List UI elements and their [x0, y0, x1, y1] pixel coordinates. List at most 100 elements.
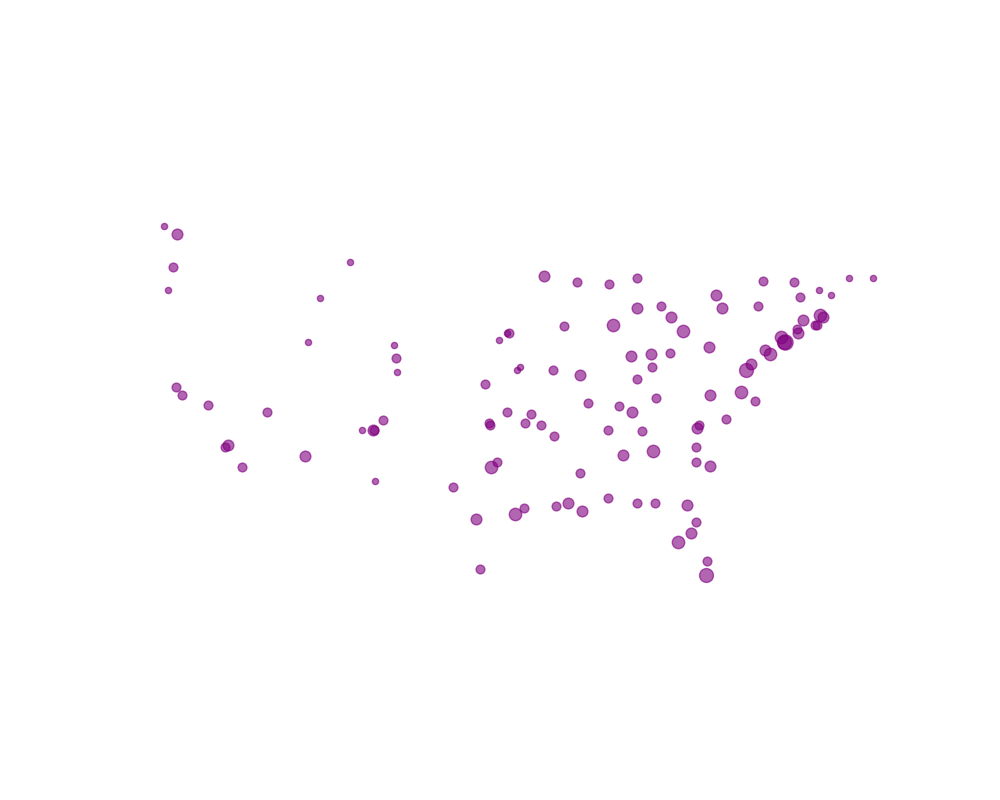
Point: [750, 299, 766, 312]
Point: [477, 378, 493, 390]
Point: [755, 274, 771, 287]
Point: [645, 445, 661, 458]
Point: [200, 398, 216, 411]
Point: [445, 481, 461, 494]
Point: [691, 418, 707, 431]
Point: [482, 418, 498, 431]
Point: [580, 397, 596, 410]
Point: [662, 346, 678, 359]
Point: [789, 323, 805, 336]
Point: [259, 406, 275, 418]
Point: [472, 562, 488, 575]
Point: [786, 276, 802, 289]
Point: [629, 373, 645, 386]
Point: [623, 350, 639, 362]
Point: [156, 220, 172, 233]
Point: [698, 569, 714, 582]
Point: [489, 456, 505, 469]
Point: [481, 417, 497, 430]
Point: [757, 343, 773, 356]
Point: [688, 456, 704, 469]
Point: [509, 364, 525, 377]
Point: [389, 366, 405, 378]
Point: [688, 440, 704, 453]
Point: [823, 289, 839, 302]
Point: [718, 412, 734, 425]
Point: [367, 474, 383, 487]
Point: [688, 515, 704, 528]
Point: [501, 326, 517, 339]
Point: [499, 406, 515, 418]
Point: [165, 261, 181, 274]
Point: [512, 361, 528, 374]
Point: [815, 310, 831, 323]
Point: [556, 320, 572, 333]
Point: [297, 450, 313, 462]
Point: [611, 400, 627, 413]
Point: [634, 425, 650, 438]
Point: [809, 318, 825, 331]
Point: [807, 318, 823, 331]
Point: [702, 459, 718, 472]
Point: [643, 348, 659, 361]
Point: [572, 368, 588, 381]
Point: [342, 256, 358, 269]
Point: [234, 461, 250, 474]
Point: [536, 270, 552, 282]
Point: [517, 417, 533, 430]
Point: [220, 438, 236, 451]
Point: [499, 326, 515, 339]
Point: [546, 430, 562, 442]
Point: [795, 314, 811, 326]
Point: [545, 364, 561, 377]
Point: [629, 271, 645, 284]
Point: [812, 309, 828, 322]
Point: [548, 500, 564, 513]
Point: [169, 227, 185, 240]
Point: [733, 386, 749, 398]
Point: [747, 395, 763, 408]
Point: [629, 497, 645, 510]
Point: [354, 423, 370, 436]
Point: [841, 271, 857, 284]
Point: [533, 418, 549, 431]
Point: [738, 364, 754, 377]
Point: [468, 512, 484, 525]
Point: [743, 358, 759, 370]
Point: [523, 407, 539, 420]
Point: [366, 423, 382, 436]
Point: [160, 284, 176, 297]
Point: [792, 290, 808, 303]
Point: [714, 301, 730, 314]
Point: [629, 301, 645, 314]
Point: [689, 422, 705, 434]
Point: [601, 278, 617, 290]
Point: [217, 440, 233, 453]
Point: [699, 554, 715, 567]
Point: [790, 326, 806, 339]
Point: [300, 335, 316, 348]
Point: [702, 389, 718, 402]
Point: [572, 467, 588, 480]
Point: [574, 505, 590, 518]
Point: [701, 340, 717, 353]
Point: [773, 331, 789, 344]
Point: [605, 318, 621, 331]
Point: [507, 508, 523, 521]
Point: [683, 526, 699, 539]
Point: [865, 271, 881, 284]
Point: [675, 325, 691, 338]
Point: [491, 334, 507, 346]
Point: [663, 310, 679, 323]
Point: [483, 461, 499, 474]
Point: [388, 351, 404, 364]
Point: [653, 299, 669, 312]
Point: [569, 276, 585, 289]
Point: [516, 502, 532, 514]
Point: [776, 335, 792, 348]
Point: [375, 414, 391, 426]
Point: [777, 335, 793, 348]
Point: [648, 392, 664, 405]
Point: [174, 389, 190, 402]
Point: [624, 406, 640, 418]
